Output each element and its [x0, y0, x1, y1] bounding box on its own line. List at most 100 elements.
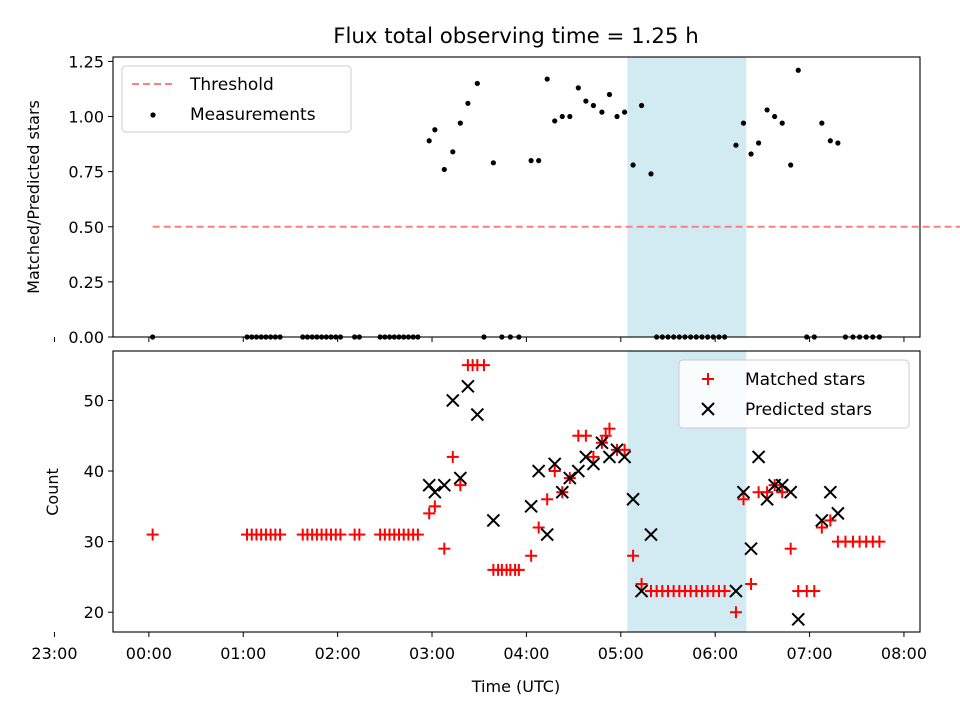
measurement-point — [490, 160, 496, 166]
bottom-legend-box — [678, 359, 910, 429]
bottom-legend: Matched stars Predicted stars — [678, 359, 910, 429]
matched-star-point — [635, 577, 648, 590]
measurement-point — [528, 158, 534, 164]
legend-predicted-label: Predicted stars — [745, 400, 872, 420]
predicted-star-point — [586, 457, 601, 471]
x-tick-label: 03:00 — [409, 644, 455, 663]
chart-title: Flux total observing time = 1.25 h — [333, 24, 699, 49]
measurement-point — [465, 100, 471, 106]
predicted-star-point — [446, 393, 460, 408]
measurement-point — [536, 158, 542, 164]
predicted-star-point — [524, 499, 538, 514]
measurement-point — [638, 102, 645, 109]
predicted-star-point — [437, 478, 452, 492]
measurement-point — [544, 76, 550, 82]
measurement-point — [599, 109, 605, 115]
top-legend: Threshold Measurements — [121, 65, 352, 133]
matched-star-point — [776, 486, 789, 499]
top-axes: 0.00 0.25 0.50 0.75 1.00 1.25 Matched/Predict… — [24, 52, 960, 347]
measurement-point — [795, 67, 801, 73]
predicted-star-point — [531, 464, 546, 478]
matched-star-point — [761, 486, 774, 499]
x-tick-label: 05:00 — [598, 644, 644, 663]
x-tick-label: 04:00 — [503, 644, 549, 663]
predicted-stars-points — [422, 379, 845, 626]
bottom-y-tick-label: 50 — [84, 391, 104, 410]
top-y-tick-label: 0.50 — [68, 218, 104, 237]
measurement-point — [441, 166, 447, 173]
bottom-axes-frame — [112, 350, 921, 633]
measurement-point — [733, 142, 739, 148]
x-tick-label: 23:00 — [31, 644, 77, 663]
predicted-star-point — [453, 471, 468, 485]
predicted-star-point — [428, 485, 442, 499]
predicted-star-point — [775, 478, 789, 492]
measurement-point — [450, 149, 456, 155]
matched-star-point — [353, 528, 366, 541]
measurement-point — [779, 120, 785, 126]
bottom-y-tick-label: 40 — [84, 462, 104, 481]
predicted-star-point — [736, 485, 751, 499]
matched-star-point — [512, 563, 525, 576]
matched-star-point — [428, 500, 441, 513]
predicted-star-point — [555, 485, 569, 499]
measurement-point — [474, 80, 480, 87]
bottom-y-axis-label: Count — [43, 468, 62, 516]
matched-star-point — [438, 542, 451, 555]
x-tick-label: 06:00 — [692, 644, 738, 663]
predicted-star-point — [470, 407, 485, 422]
matched-star-point — [745, 577, 758, 590]
legend-matched-label: Matched stars — [745, 370, 865, 390]
top-y-tick-label: 0.00 — [68, 328, 104, 347]
matched-star-point — [411, 528, 424, 541]
matched-stars-points — [146, 359, 886, 619]
predicted-star-point — [563, 471, 577, 485]
predicted-star-point — [548, 457, 562, 471]
matched-star-point — [579, 429, 592, 442]
predicted-star-point — [626, 492, 640, 506]
legend-predicted-swatch — [701, 402, 715, 416]
predicted-star-point — [831, 506, 845, 521]
x-axis-label: Time (UTC) — [471, 677, 560, 696]
legend-measurements-label: Measurements — [190, 105, 316, 125]
matched-star-point — [718, 585, 731, 598]
measurement-point — [614, 113, 620, 120]
predicted-star-point — [634, 584, 649, 598]
matched-star-point — [784, 542, 797, 555]
measurement-point — [772, 113, 778, 120]
matched-star-point — [334, 528, 347, 541]
predicted-star-point — [823, 485, 838, 499]
legend-threshold-label: Threshold — [189, 75, 274, 95]
x-tick-label: 02:00 — [315, 644, 361, 663]
measurement-point — [567, 113, 573, 120]
matched-star-point — [737, 493, 750, 506]
predicted-star-point — [617, 450, 632, 464]
matched-star-point — [873, 535, 886, 548]
measurement-point — [606, 91, 613, 98]
measurement-point — [788, 162, 794, 168]
measurement-point — [621, 109, 628, 115]
x-tick-label: 08:00 — [881, 644, 927, 663]
matched-star-point — [423, 507, 436, 520]
top-shaded-region — [627, 57, 747, 337]
top-shaded-span — [627, 57, 747, 337]
measurement-point — [575, 85, 581, 91]
matched-star-point — [587, 450, 600, 463]
predicted-star-point — [729, 584, 743, 598]
measurement-point — [630, 162, 636, 168]
predicted-star-point — [783, 485, 798, 499]
matched-star-point — [446, 450, 459, 463]
matched-star-point — [548, 465, 561, 478]
measurement-point — [827, 138, 833, 144]
matched-star-point — [541, 493, 554, 506]
measurement-point — [764, 107, 770, 113]
legend-matched-swatch — [702, 373, 714, 385]
top-y-axis-label: Matched/Predicted stars — [24, 100, 43, 294]
matched-star-point — [627, 549, 640, 562]
measurement-point — [740, 120, 747, 126]
x-tick-label: 00:00 — [126, 644, 172, 663]
measurement-point — [590, 102, 597, 109]
matched-star-point — [477, 359, 490, 372]
measurement-point — [552, 118, 558, 124]
